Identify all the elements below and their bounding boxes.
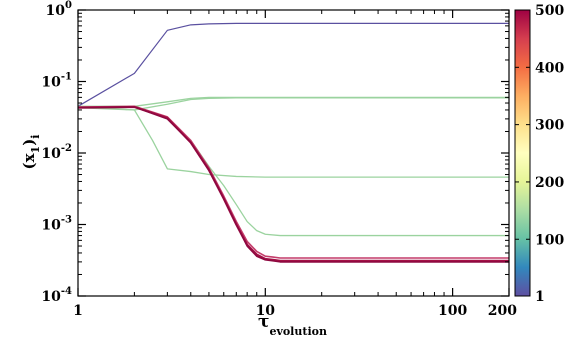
x-axis-label-subscript: evolution — [269, 325, 327, 338]
y-tick-label: 10-2 — [41, 143, 72, 162]
plot-frame — [77, 9, 510, 297]
series-line-4 — [77, 106, 509, 178]
y-axis-label-sub-1: 1 — [29, 146, 42, 154]
colorbar-tick-label: 1 — [535, 289, 545, 305]
x-tick-label: 1 — [73, 303, 83, 319]
colorbar-tick-label: 200 — [535, 175, 564, 191]
y-axis-label: (x1)i — [20, 135, 42, 170]
y-tick-label: 100 — [46, 0, 72, 19]
series-line-1 — [77, 22, 509, 107]
x-axis-label-symbol: τ — [258, 312, 269, 332]
y-axis-label-close: ) — [20, 139, 38, 146]
x-tick-label: 100 — [438, 303, 467, 319]
y-axis: 10-4 10-3 10-2 10-1 100 — [41, 0, 509, 305]
x-axis-label: τevolution — [258, 312, 327, 338]
x-tick-label: 10 — [256, 303, 276, 319]
colorbar-tick-label: 300 — [535, 118, 564, 134]
colorbar-tick-label: 400 — [535, 60, 564, 76]
series-line-6 — [77, 105, 509, 259]
series-line-7 — [77, 105, 509, 262]
y-tick-label: 10-4 — [41, 286, 72, 305]
series-line-8 — [77, 106, 509, 263]
plot-lines — [77, 22, 509, 263]
colorbar-tick-label: 500 — [535, 3, 564, 19]
y-tick-label: 10-1 — [41, 72, 72, 91]
colorbar-tick-label: 100 — [535, 232, 564, 248]
colorbar — [514, 9, 531, 297]
x-axis: 1 10 100 200 — [73, 10, 517, 319]
series-line-3 — [77, 97, 509, 111]
y-axis-label-sub-i: i — [29, 135, 42, 139]
y-axis-label-open: (x — [20, 152, 38, 169]
series-line-2 — [78, 96, 509, 107]
colorbar-ticks: 1 100 200 300 400 500 — [515, 3, 564, 305]
x-tick-label: 200 — [488, 303, 517, 319]
y-tick-label: 10-3 — [41, 215, 72, 234]
series-line-5 — [77, 105, 509, 237]
